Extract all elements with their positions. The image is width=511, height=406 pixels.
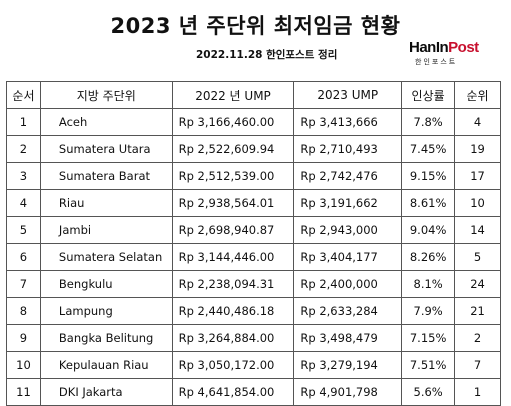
table-row: 4 Riau Rp 2,938,564.01 Rp 3,191,662 8.61% 10: [6, 189, 501, 217]
logo-brand-accent: Post: [448, 39, 479, 56]
cell-order: 7: [6, 270, 41, 298]
cell-rank: 10: [454, 189, 501, 217]
cell-increase-rate: 8.61%: [401, 189, 456, 217]
cell-ump-2022: Rp 2,512,539.00: [171, 162, 295, 190]
logo-brand: HanInPost: [409, 40, 481, 56]
cell-rank: 17: [454, 162, 501, 190]
cell-ump-2023: Rp 2,400,000: [293, 270, 403, 298]
cell-ump-2023: Rp 3,413,666: [293, 108, 403, 136]
cell-rank: 2: [454, 324, 501, 352]
cell-province: Riau: [39, 189, 173, 217]
cell-increase-rate: 7.9%: [401, 297, 456, 325]
header-rank: 순위: [454, 81, 501, 109]
table-row: 5 Jambi Rp 2,698,940.87 Rp 2,943,000 9.04% 14: [6, 216, 501, 244]
cell-ump-2022: Rp 3,144,446.00: [171, 243, 295, 271]
cell-ump-2023: Rp 2,710,493: [293, 135, 403, 163]
cell-province: Jambi: [39, 216, 173, 244]
cell-rank: 5: [454, 243, 501, 271]
subtitle: 2022.11.28 한인포스트 정리: [196, 49, 338, 61]
table-row: 11 DKI Jakarta Rp 4,641,854.00 Rp 4,901,798…: [6, 378, 501, 406]
cell-ump-2022: Rp 2,238,094.31: [171, 270, 295, 298]
table-row: 6 Sumatera Selatan Rp 3,144,446.00 Rp 3,404…: [6, 243, 501, 271]
logo-tagline: 한인포스트: [415, 58, 458, 66]
table-row: 3 Sumatera Barat Rp 2,512,539.00 Rp 2,742,4…: [6, 162, 501, 190]
cell-province: Kepulauan Riau: [39, 351, 173, 379]
cell-order: 8: [6, 297, 41, 325]
cell-ump-2023: Rp 2,742,476: [293, 162, 403, 190]
cell-increase-rate: 7.8%: [401, 108, 456, 136]
page-title: 2023 년 주단위 최저임금 현황: [110, 14, 401, 38]
cell-province: Sumatera Barat: [39, 162, 173, 190]
cell-increase-rate: 8.26%: [401, 243, 456, 271]
table-row: 2 Sumatera Utara Rp 2,522,609.94 Rp 2,710,4…: [6, 135, 501, 163]
cell-province: Lampung: [39, 297, 173, 325]
header-ump-2022: 2022 년 UMP: [171, 81, 295, 109]
cell-rank: 19: [454, 135, 501, 163]
cell-rank: 24: [454, 270, 501, 298]
cell-ump-2022: Rp 2,522,609.94: [171, 135, 295, 163]
cell-rank: 14: [454, 216, 501, 244]
cell-ump-2023: Rp 3,279,194: [293, 351, 403, 379]
cell-order: 10: [6, 351, 41, 379]
cell-increase-rate: 7.51%: [401, 351, 456, 379]
minimum-wage-table: 순서 지방 주단위 2022 년 UMP 2023 UMP 인상률 순위 1 Ac…: [6, 81, 501, 406]
header-increase-rate: 인상률: [401, 81, 456, 109]
cell-increase-rate: 9.15%: [401, 162, 456, 190]
header-province: 지방 주단위: [39, 81, 173, 109]
cell-ump-2023: Rp 3,404,177: [293, 243, 403, 271]
cell-ump-2023: Rp 2,943,000: [293, 216, 403, 244]
cell-increase-rate: 8.1%: [401, 270, 456, 298]
cell-province: DKI Jakarta: [39, 378, 173, 406]
cell-ump-2023: Rp 2,633,284: [293, 297, 403, 325]
cell-ump-2023: Rp 3,498,479: [293, 324, 403, 352]
cell-rank: 7: [454, 351, 501, 379]
cell-order: 2: [6, 135, 41, 163]
cell-increase-rate: 7.45%: [401, 135, 456, 163]
cell-ump-2022: Rp 2,440,486.18: [171, 297, 295, 325]
cell-ump-2022: Rp 2,938,564.01: [171, 189, 295, 217]
header-ump-2023: 2023 UMP: [293, 81, 403, 109]
cell-order: 5: [6, 216, 41, 244]
cell-ump-2022: Rp 4,641,854.00: [171, 378, 295, 406]
cell-ump-2022: Rp 3,166,460.00: [171, 108, 295, 136]
table-row: 8 Lampung Rp 2,440,486.18 Rp 2,633,284 7.9% 2…: [6, 297, 501, 325]
cell-ump-2022: Rp 3,050,172.00: [171, 351, 295, 379]
cell-order: 11: [6, 378, 41, 406]
hanin-post-logo: HanInPost 한인포스트: [409, 40, 481, 68]
cell-increase-rate: 5.6%: [401, 378, 456, 406]
cell-increase-rate: 9.04%: [401, 216, 456, 244]
cell-ump-2023: Rp 3,191,662: [293, 189, 403, 217]
table-row: 10 Kepulauan Riau Rp 3,050,172.00 Rp 3,279,…: [6, 351, 501, 379]
cell-province: Bangka Belitung: [39, 324, 173, 352]
cell-order: 1: [6, 108, 41, 136]
cell-ump-2022: Rp 2,698,940.87: [171, 216, 295, 244]
table-header-row: 순서 지방 주단위 2022 년 UMP 2023 UMP 인상률 순위: [6, 81, 501, 109]
cell-ump-2022: Rp 3,264,884.00: [171, 324, 295, 352]
cell-order: 3: [6, 162, 41, 190]
table-row: 7 Bengkulu Rp 2,238,094.31 Rp 2,400,000 8.1%…: [6, 270, 501, 298]
logo-brand-main: HanIn: [409, 39, 449, 56]
cell-province: Sumatera Selatan: [39, 243, 173, 271]
cell-rank: 4: [454, 108, 501, 136]
cell-rank: 1: [454, 378, 501, 406]
cell-province: Bengkulu: [39, 270, 173, 298]
cell-province: Sumatera Utara: [39, 135, 173, 163]
cell-order: 6: [6, 243, 41, 271]
cell-province: Aceh: [39, 108, 173, 136]
cell-rank: 21: [454, 297, 501, 325]
table-row: 9 Bangka Belitung Rp 3,264,884.00 Rp 3,498,…: [6, 324, 501, 352]
cell-order: 4: [6, 189, 41, 217]
cell-increase-rate: 7.15%: [401, 324, 456, 352]
table-row: 1 Aceh Rp 3,166,460.00 Rp 3,413,666 7.8% 4: [6, 108, 501, 136]
cell-order: 9: [6, 324, 41, 352]
cell-ump-2023: Rp 4,901,798: [293, 378, 403, 406]
header-order: 순서: [6, 81, 41, 109]
